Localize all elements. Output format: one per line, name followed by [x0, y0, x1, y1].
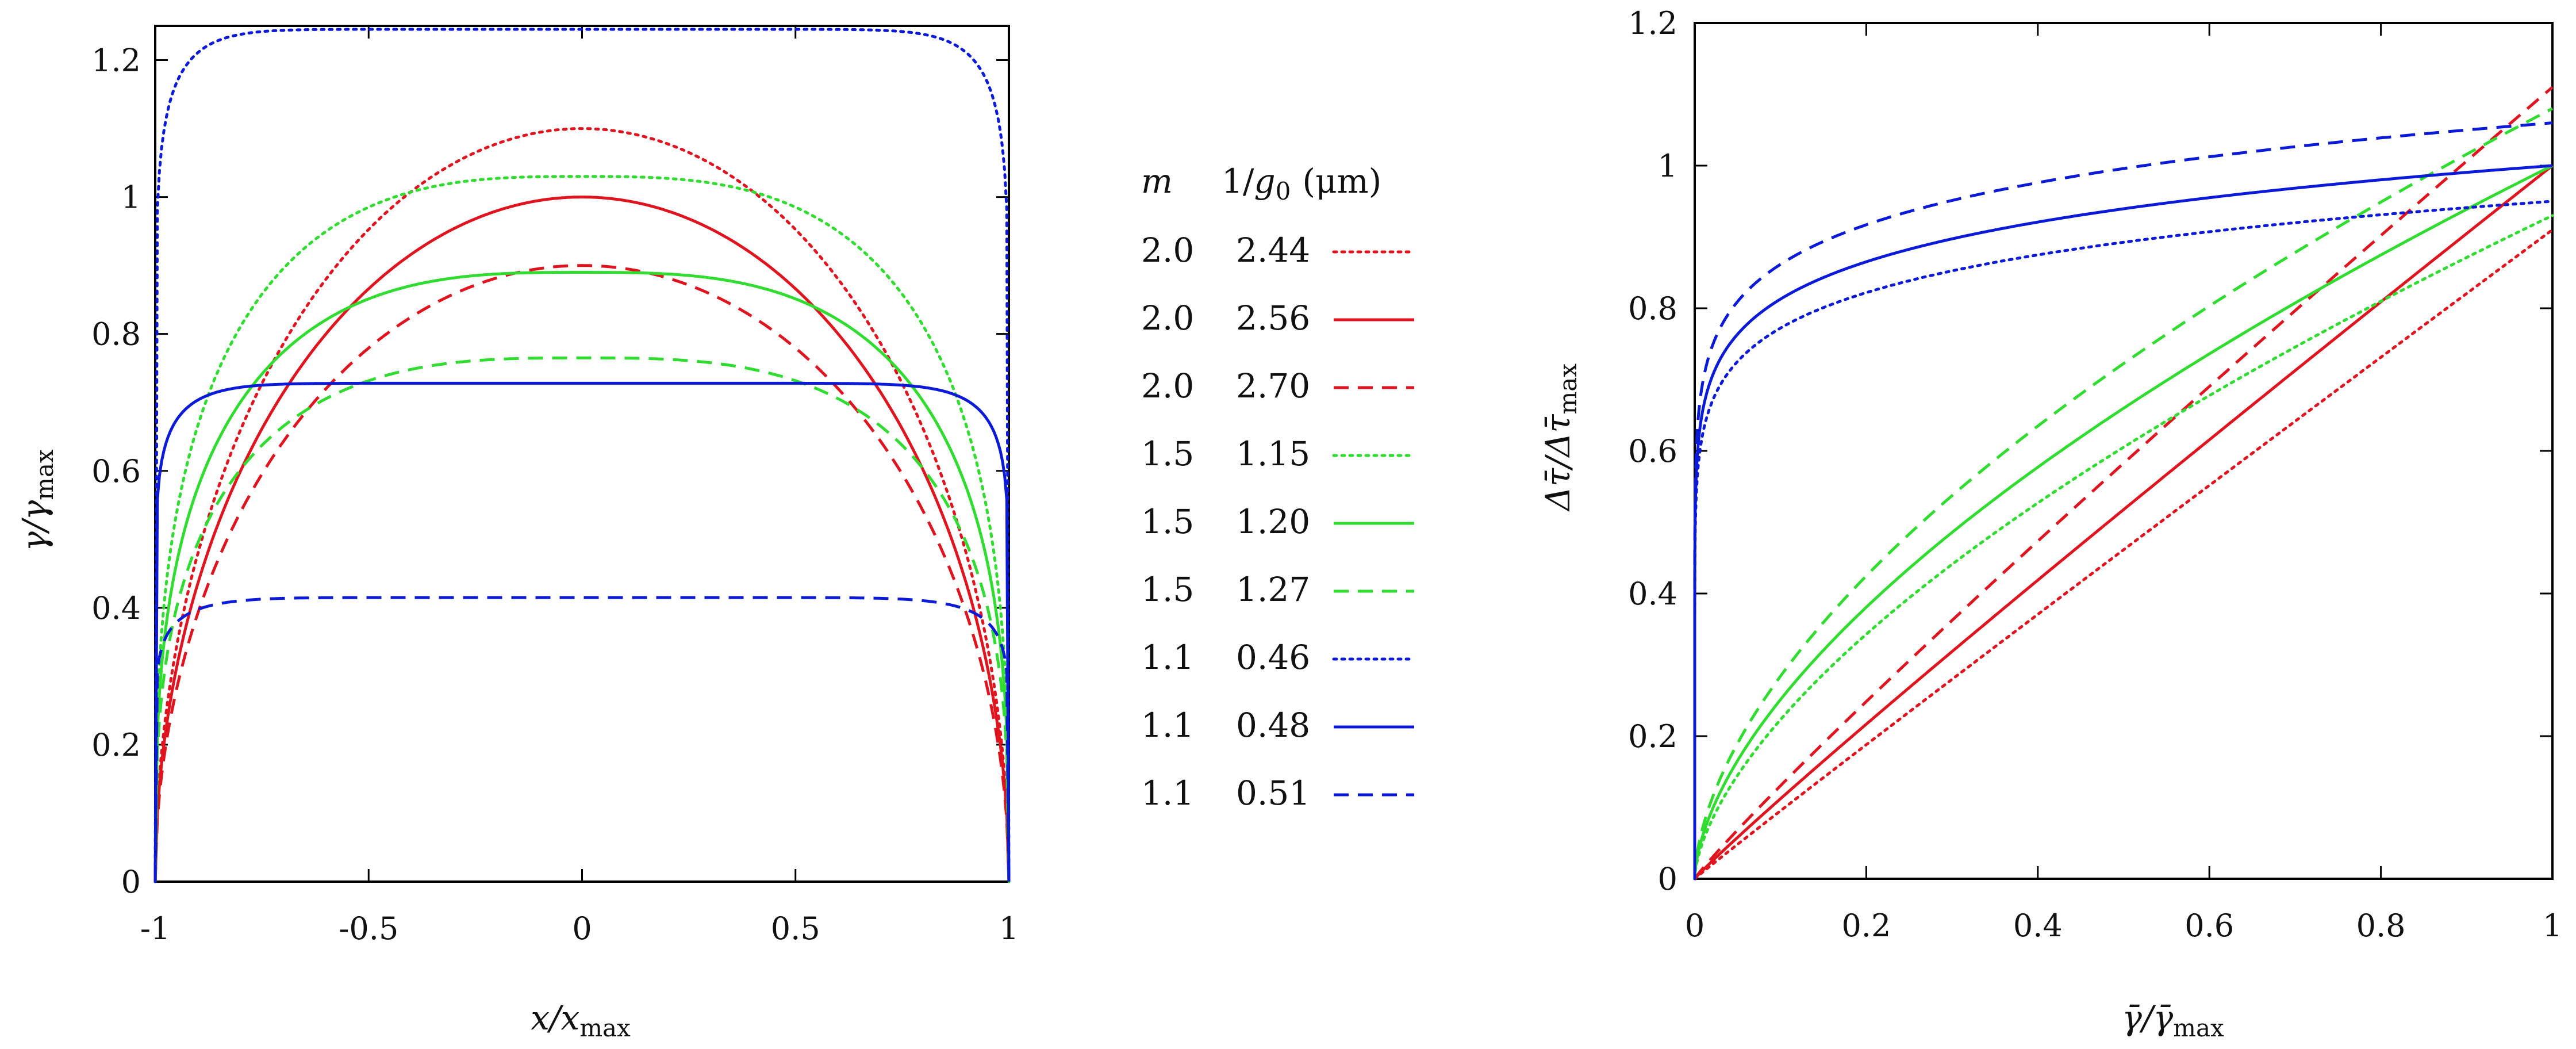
left-series-green-solid: [153, 271, 1011, 882]
right-xtick-label: 0.8: [2356, 908, 2406, 944]
right-ytick-label: 0: [1658, 861, 1677, 897]
legend-m-value: 1.5: [1141, 434, 1194, 473]
right-xtick-label: 0: [1685, 908, 1704, 944]
left-xtick-label: -0.5: [339, 910, 398, 947]
legend-header-m: m: [1141, 162, 1173, 201]
legend-m-value: 1.1: [1141, 706, 1194, 745]
left-ytick-label: 0: [121, 864, 141, 900]
left-xlabel: x/xmax: [531, 998, 631, 1042]
left-series-green-dashed: [153, 356, 1011, 882]
legend-m-value: 2.0: [1141, 231, 1194, 270]
legend-g-value: 2.56: [1236, 298, 1310, 338]
legend-g-value: 0.51: [1236, 774, 1310, 813]
right-series-red-dotted: [1693, 228, 2554, 880]
left-xtick-label: 0.5: [771, 910, 820, 947]
right-series-blue-dashed: [1693, 121, 2553, 879]
right-series-red-solid: [1693, 164, 2554, 880]
left-series-blue-solid: [153, 381, 1011, 882]
right-plot: 0 0.2 0.4 0.6 0.8 1 0 0.2 0.4 0.6 0.8 1 1.2: [1628, 5, 2562, 944]
legend-m-value: 1.5: [1141, 502, 1194, 541]
legend-g-value: 1.27: [1236, 570, 1310, 609]
right-ytick-label: 0.6: [1628, 433, 1677, 469]
right-series-red-dashed: [1693, 86, 2554, 880]
left-series-red-solid: [153, 196, 1011, 882]
right-ytick-label: 0.8: [1628, 290, 1677, 327]
legend-m-value: 1.5: [1141, 570, 1194, 609]
right-ylabel: Δτ̄/Δτ̄max: [1538, 363, 1582, 512]
legend-m-value: 2.0: [1141, 366, 1194, 405]
right-plot-frame: [1694, 22, 2554, 880]
left-series-red-dotted: [153, 127, 1011, 883]
legend-header-g: 1/g0 (μm): [1222, 162, 1381, 205]
legend-g-value: 0.46: [1236, 638, 1310, 677]
legend: 2.0 2.44 2.0 2.56 2.0 2.70 1.5 1.15 1.5 1.20 1.5 1.…: [1141, 231, 1416, 813]
left-series-green-dotted: [153, 175, 1011, 883]
left-ytick-label: 0.6: [91, 453, 141, 489]
legend-m-value: 2.0: [1141, 298, 1194, 338]
right-ytick-label: 1: [1658, 148, 1677, 184]
left-series-blue-dashed: [153, 596, 1011, 882]
left-plot: -1 -0.5 0 0.5 1 0 0.2 0.4 0.6 0.8 1 1.2: [91, 25, 1019, 947]
left-plot-frame: [154, 25, 1010, 883]
left-ytick-label: 0.8: [91, 316, 141, 353]
left-ylabel: γ/γmax: [15, 449, 59, 552]
right-xlabel: γ̄/γ̄max: [2122, 998, 2224, 1042]
legend-g-value: 0.48: [1236, 706, 1310, 745]
right-ytick-label: 0.2: [1628, 718, 1677, 755]
legend-g-value: 1.20: [1236, 502, 1310, 541]
left-series-red-dashed: [153, 264, 1011, 882]
legend-g-value: 2.70: [1236, 366, 1310, 405]
right-xtick-label: 1: [2543, 908, 2562, 944]
right-series-green-solid: [1693, 164, 2554, 879]
left-series-blue-dotted: [153, 28, 1011, 883]
right-series-green-dashed: [1693, 107, 2554, 879]
left-ytick-label: 1: [121, 179, 141, 216]
left-xtick-label: -1: [140, 910, 171, 947]
right-xtick-label: 0.2: [1841, 908, 1891, 944]
legend-m-value: 1.1: [1141, 638, 1194, 677]
left-xtick-label: 1: [999, 910, 1019, 947]
right-ytick-label: 0.4: [1628, 576, 1677, 612]
left-ytick-label: 0.2: [91, 727, 141, 763]
left-ytick-label: 0.4: [91, 590, 141, 626]
right-xtick-label: 0.4: [2013, 908, 2063, 944]
left-xtick-label: 0: [572, 910, 592, 947]
legend-g-value: 2.44: [1236, 231, 1310, 270]
right-xtick-label: 0.6: [2185, 908, 2234, 944]
left-ytick-label: 1.2: [91, 43, 141, 79]
right-series-blue-dotted: [1693, 200, 2554, 880]
right-ytick-label: 1.2: [1628, 5, 1677, 41]
right-series-blue-solid: [1693, 164, 2553, 879]
legend-m-value: 1.1: [1141, 774, 1194, 813]
legend-g-value: 1.15: [1236, 434, 1310, 473]
